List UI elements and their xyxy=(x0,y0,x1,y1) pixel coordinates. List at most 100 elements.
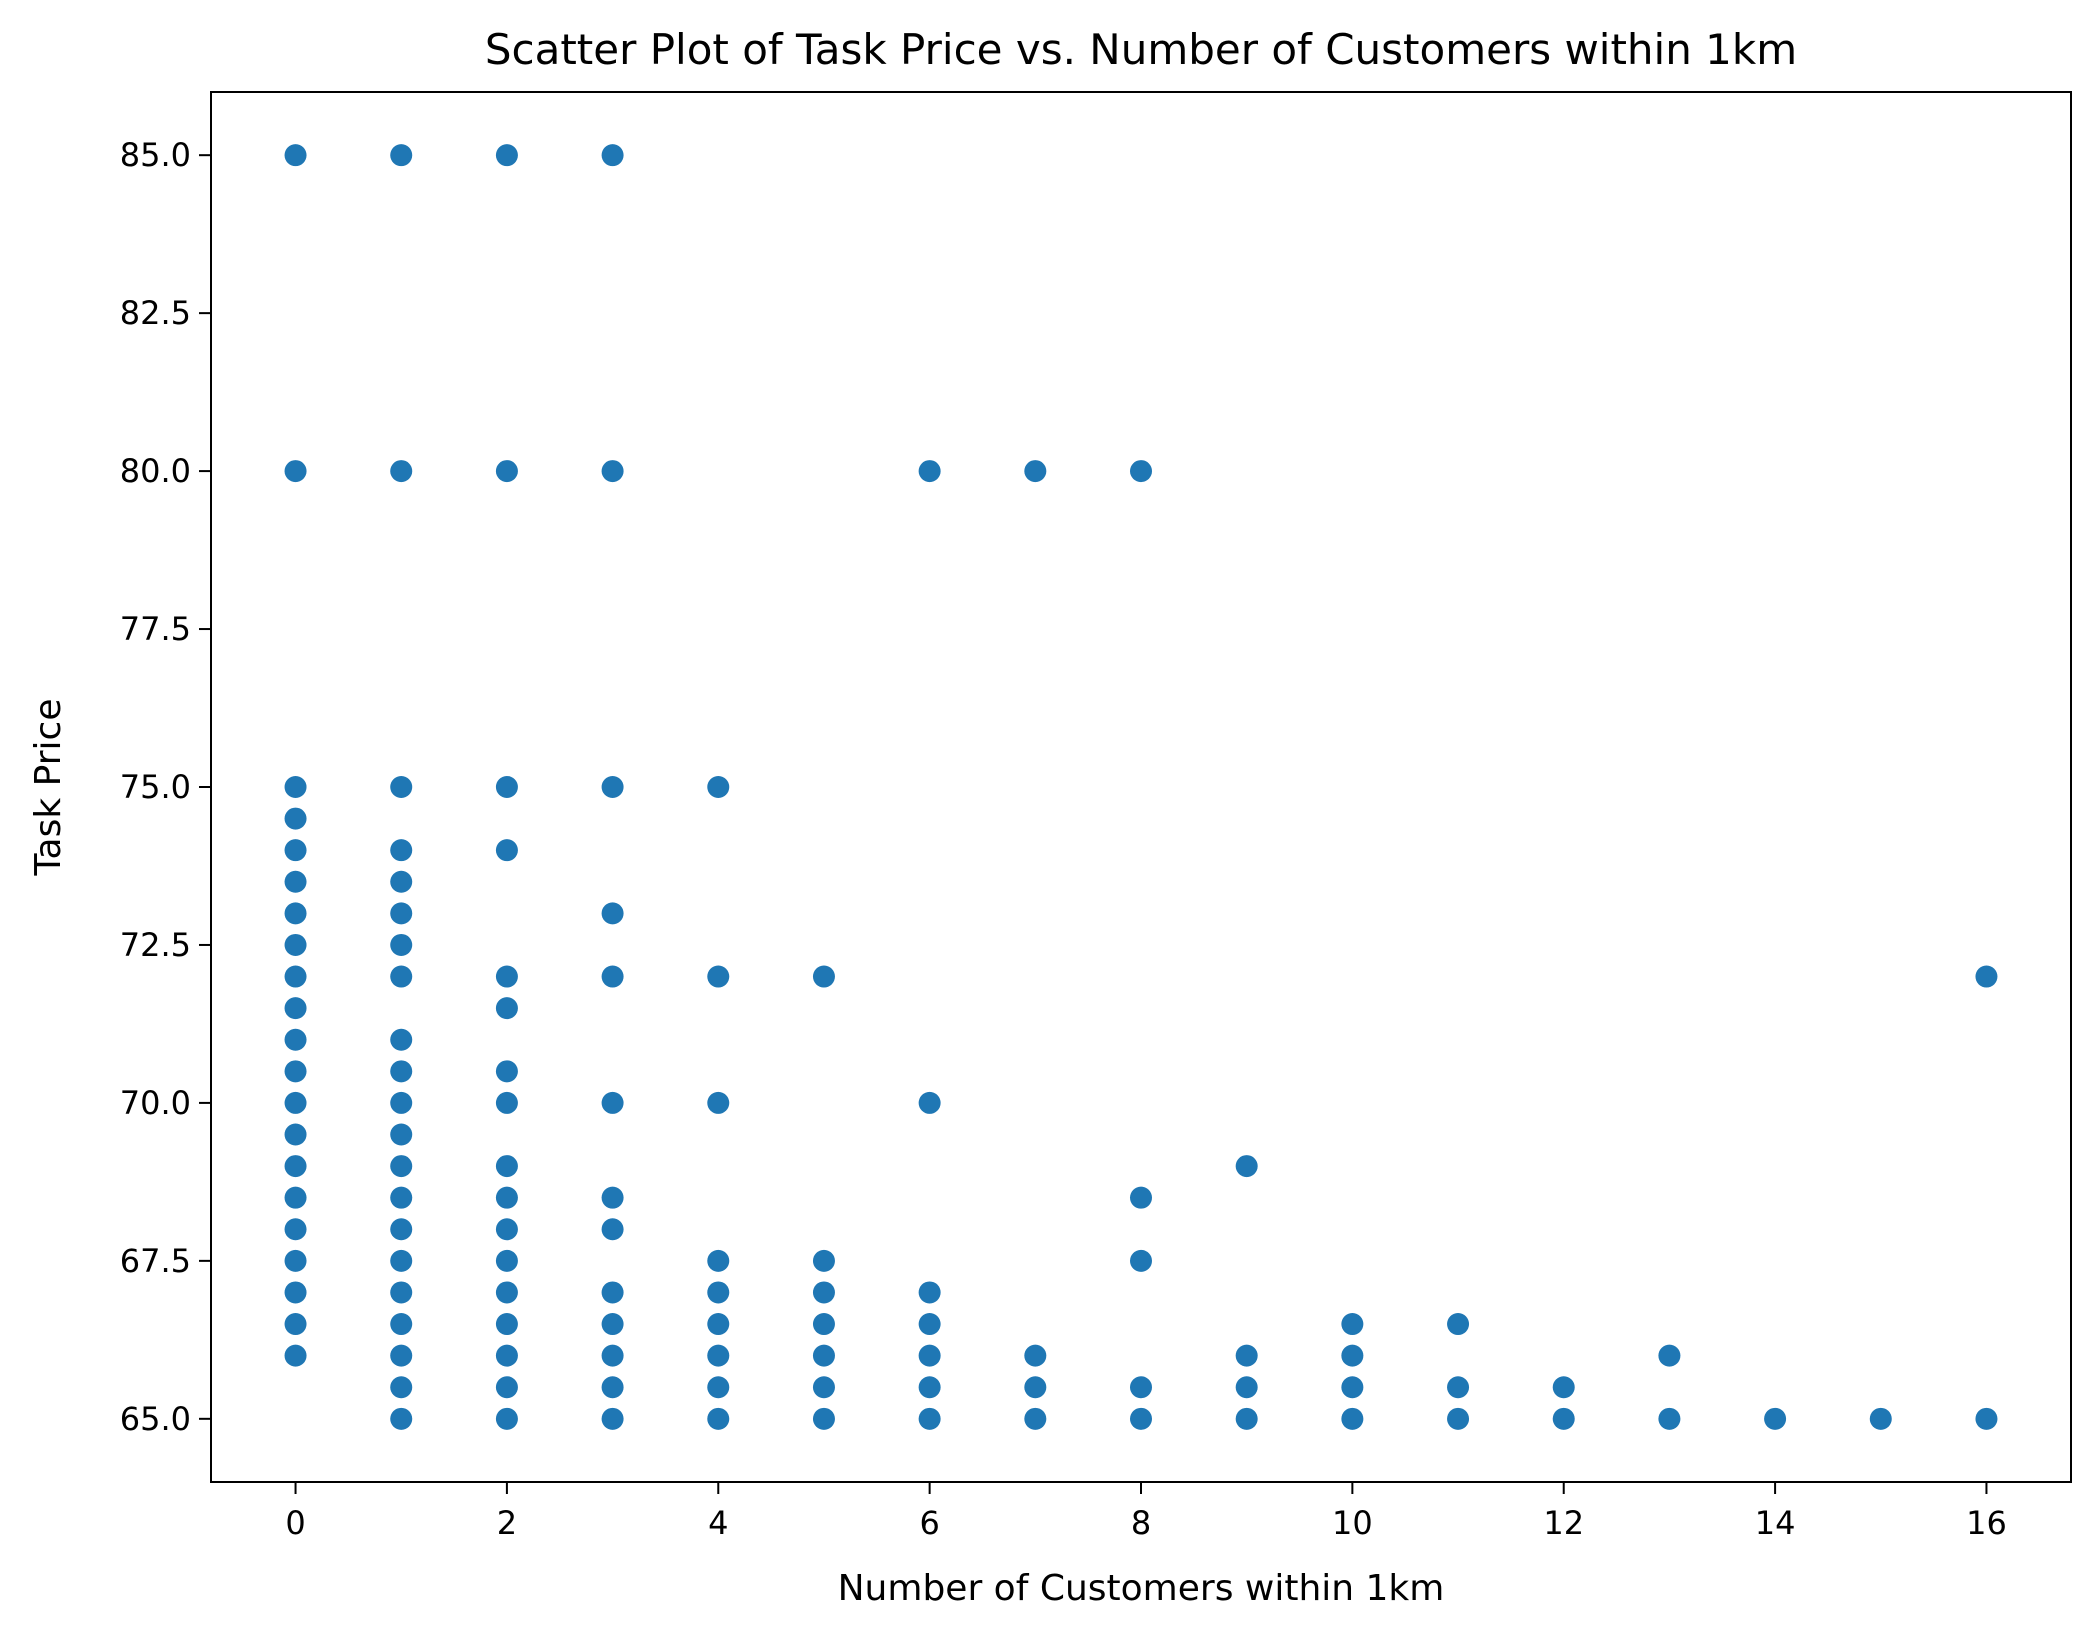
data-point-113 xyxy=(1447,1376,1470,1399)
data-point-8 xyxy=(918,460,941,483)
data-point-74 xyxy=(601,1407,624,1430)
data-point-107 xyxy=(1235,1407,1258,1430)
data-point-27 xyxy=(284,1281,307,1304)
data-point-97 xyxy=(1024,1344,1047,1367)
data-point-67 xyxy=(601,1091,624,1114)
data-point-22 xyxy=(284,1123,307,1146)
data-point-109 xyxy=(1341,1344,1364,1367)
data-point-75 xyxy=(707,776,730,798)
data-point-6 xyxy=(495,460,518,483)
data-point-89 xyxy=(812,1376,835,1399)
data-point-82 xyxy=(707,1376,730,1399)
data-point-20 xyxy=(284,1060,307,1083)
data-point-58 xyxy=(495,1249,518,1272)
data-point-11 xyxy=(284,776,307,798)
data-point-106 xyxy=(1235,1376,1258,1399)
x-axis-label: Number of Customers within 1km xyxy=(838,1568,1445,1609)
data-point-34 xyxy=(390,933,413,956)
data-point-95 xyxy=(918,1376,941,1399)
data-point-50 xyxy=(495,839,518,862)
data-point-1 xyxy=(390,144,413,167)
data-point-36 xyxy=(390,1028,413,1051)
data-point-72 xyxy=(601,1344,624,1367)
x-tick-label: 10 xyxy=(1332,1504,1373,1542)
data-point-39 xyxy=(390,1123,413,1146)
data-point-46 xyxy=(390,1344,413,1367)
data-point-122 xyxy=(1975,1407,1998,1430)
x-tick-label: 0 xyxy=(285,1504,305,1542)
data-point-80 xyxy=(707,1313,730,1336)
data-point-44 xyxy=(390,1281,413,1304)
data-point-18 xyxy=(284,997,307,1020)
data-point-23 xyxy=(284,1155,307,1178)
data-point-62 xyxy=(495,1376,518,1399)
x-tick-label: 8 xyxy=(1131,1504,1151,1542)
data-point-71 xyxy=(601,1313,624,1336)
y-tick-label: 72.5 xyxy=(120,926,191,964)
data-point-38 xyxy=(390,1091,413,1114)
data-point-118 xyxy=(1658,1407,1681,1430)
data-point-54 xyxy=(495,1091,518,1114)
y-tick-label: 85.0 xyxy=(120,136,191,174)
data-point-16 xyxy=(284,933,307,956)
data-point-30 xyxy=(390,776,413,798)
y-tick-label: 77.5 xyxy=(120,610,191,648)
x-tick-label: 4 xyxy=(708,1504,728,1542)
data-point-116 xyxy=(1552,1407,1575,1430)
plot-frame xyxy=(210,91,2072,1483)
data-point-35 xyxy=(390,965,413,988)
data-point-70 xyxy=(601,1281,624,1304)
data-point-3 xyxy=(601,144,624,167)
data-point-60 xyxy=(495,1313,518,1336)
y-tick-label: 65.0 xyxy=(120,1400,191,1438)
data-point-12 xyxy=(284,807,307,830)
data-point-92 xyxy=(918,1281,941,1304)
data-point-69 xyxy=(601,1218,624,1241)
x-tick-label: 16 xyxy=(1966,1504,2007,1542)
data-point-83 xyxy=(707,1407,730,1430)
data-point-55 xyxy=(495,1155,518,1178)
data-point-66 xyxy=(601,965,624,988)
data-point-94 xyxy=(918,1344,941,1367)
y-tick-label: 80.0 xyxy=(120,452,191,490)
data-point-90 xyxy=(812,1407,835,1430)
data-point-45 xyxy=(390,1313,413,1336)
data-point-117 xyxy=(1658,1344,1681,1367)
plot-area xyxy=(210,91,2072,1483)
data-point-63 xyxy=(495,1407,518,1430)
y-tick-label: 82.5 xyxy=(120,294,191,332)
data-point-49 xyxy=(495,776,518,798)
data-point-101 xyxy=(1130,1249,1152,1272)
data-point-42 xyxy=(390,1218,413,1241)
y-axis-label: Task Price xyxy=(28,699,69,877)
data-point-31 xyxy=(390,839,413,862)
data-point-76 xyxy=(707,965,730,988)
x-tick-label: 14 xyxy=(1755,1504,1796,1542)
data-point-17 xyxy=(284,965,307,988)
data-point-37 xyxy=(390,1060,413,1083)
data-point-100 xyxy=(1130,1186,1152,1209)
data-point-29 xyxy=(284,1344,307,1367)
x-tick-label: 2 xyxy=(497,1504,517,1542)
data-point-108 xyxy=(1341,1313,1364,1336)
data-point-110 xyxy=(1341,1376,1364,1399)
y-tick-label: 70.0 xyxy=(120,1084,191,1122)
data-point-119 xyxy=(1764,1407,1787,1430)
data-point-57 xyxy=(495,1218,518,1241)
data-point-26 xyxy=(284,1249,307,1272)
data-point-77 xyxy=(707,1091,730,1114)
data-point-102 xyxy=(1130,1376,1152,1399)
data-point-5 xyxy=(390,460,413,483)
x-tick-label: 6 xyxy=(919,1504,939,1542)
data-point-51 xyxy=(495,965,518,988)
data-point-32 xyxy=(390,870,413,893)
data-point-56 xyxy=(495,1186,518,1209)
data-point-25 xyxy=(284,1218,307,1241)
data-point-41 xyxy=(390,1186,413,1209)
data-point-88 xyxy=(812,1344,835,1367)
data-point-104 xyxy=(1235,1155,1258,1178)
data-point-15 xyxy=(284,902,307,925)
data-point-85 xyxy=(812,1249,835,1272)
data-point-103 xyxy=(1130,1407,1152,1430)
